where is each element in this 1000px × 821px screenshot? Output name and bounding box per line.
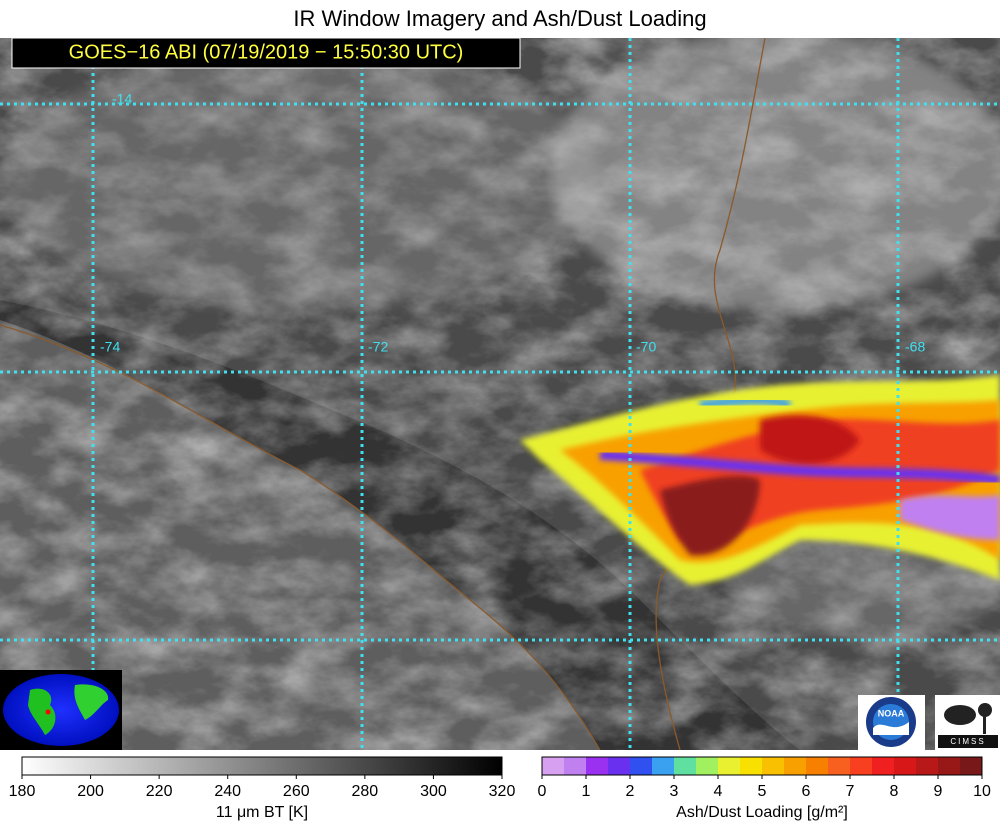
- colorbar-tick-label: 240: [214, 783, 241, 800]
- noaa-logo: NOAA: [858, 695, 925, 750]
- colorbar-tick-label: 0: [538, 783, 547, 800]
- colorbar-segment: [894, 757, 917, 775]
- colorbar-segment: [784, 757, 807, 775]
- colorbar-tick-label: 260: [283, 783, 310, 800]
- colorbar-tick-label: 220: [146, 783, 173, 800]
- colorbar-segment: [916, 757, 939, 775]
- colorbar-segment: [674, 757, 697, 775]
- colorbar-segment: [652, 757, 675, 775]
- longitude-label: -68: [905, 339, 925, 355]
- colorbar-segment: [564, 757, 587, 775]
- graticule: [0, 38, 1000, 750]
- colorbar-tick-label: 200: [77, 783, 104, 800]
- colorbar-segment: [696, 757, 719, 775]
- timestamp: GOES−16 ABI (07/19/2019 − 15:50:30 UTC): [69, 41, 464, 63]
- colorbar-tick-label: 280: [352, 783, 379, 800]
- ash-colorbar: 0 1 2 3 4 5 6 7 8 9 10 Ash/Dust Loading [g/m²]: [538, 756, 991, 821]
- longitude-label: -70: [636, 339, 656, 355]
- globe-inset: [0, 670, 122, 750]
- bt-colorbar: 180 200 220 240 260 280 300 320 11 μm BT [K]: [9, 756, 516, 821]
- colorbar-label: 11 μm BT [K]: [216, 804, 308, 821]
- colorbar-frame: [21, 756, 503, 776]
- noaa-logo-text: NOAA: [878, 708, 905, 718]
- colorbar-segment: [850, 757, 873, 775]
- colorbar-segment: [718, 757, 741, 775]
- colorbar-tick-label: 5: [758, 783, 767, 800]
- colorbar-tick-label: 3: [670, 783, 679, 800]
- colorbar-segment: [608, 757, 631, 775]
- cimss-logo-text: CIMSS: [950, 737, 985, 746]
- colorbar-tick-label: 4: [714, 783, 723, 800]
- latitude-label: -14: [112, 91, 132, 107]
- colorbar-tick-label: 7: [846, 783, 855, 800]
- colorbar-segment: [872, 757, 895, 775]
- colorbar-tick-label: 180: [9, 783, 36, 800]
- longitude-label: -74: [100, 339, 120, 355]
- colorbar-segment: [630, 757, 653, 775]
- colorbar-segment: [806, 757, 829, 775]
- colorbar-tick-label: 1: [582, 783, 591, 800]
- colorbar-segment: [586, 757, 609, 775]
- longitude-label: -72: [368, 339, 388, 355]
- satellite-map: -14 -74 -72 -70 -68 NOAA: [0, 38, 1000, 750]
- colorbar-segment: [762, 757, 785, 775]
- colorbar-tick-label: 2: [626, 783, 635, 800]
- colorbar-gradient: [22, 757, 502, 775]
- colorbar-tick-label: 300: [420, 783, 447, 800]
- colorbar-segment: [828, 757, 851, 775]
- colorbar-tick-label: 6: [802, 783, 811, 800]
- colorbar-label: Ash/Dust Loading [g/m²]: [676, 804, 848, 821]
- colorbar-segment: [542, 757, 565, 775]
- ash-plume: [520, 375, 1000, 585]
- colorbar-segment: [740, 757, 763, 775]
- colorbar-segment: [960, 757, 983, 775]
- colorbar-tick-label: 8: [890, 783, 899, 800]
- colorbar-tick-label: 10: [973, 783, 991, 800]
- colorbar-tick-label: 320: [489, 783, 516, 800]
- colorbar-tick-label: 9: [934, 783, 943, 800]
- title: IR Window Imagery and Ash/Dust Loading: [293, 6, 706, 31]
- cimss-logo: CIMSS: [935, 695, 1000, 750]
- colorbar-segment: [938, 757, 961, 775]
